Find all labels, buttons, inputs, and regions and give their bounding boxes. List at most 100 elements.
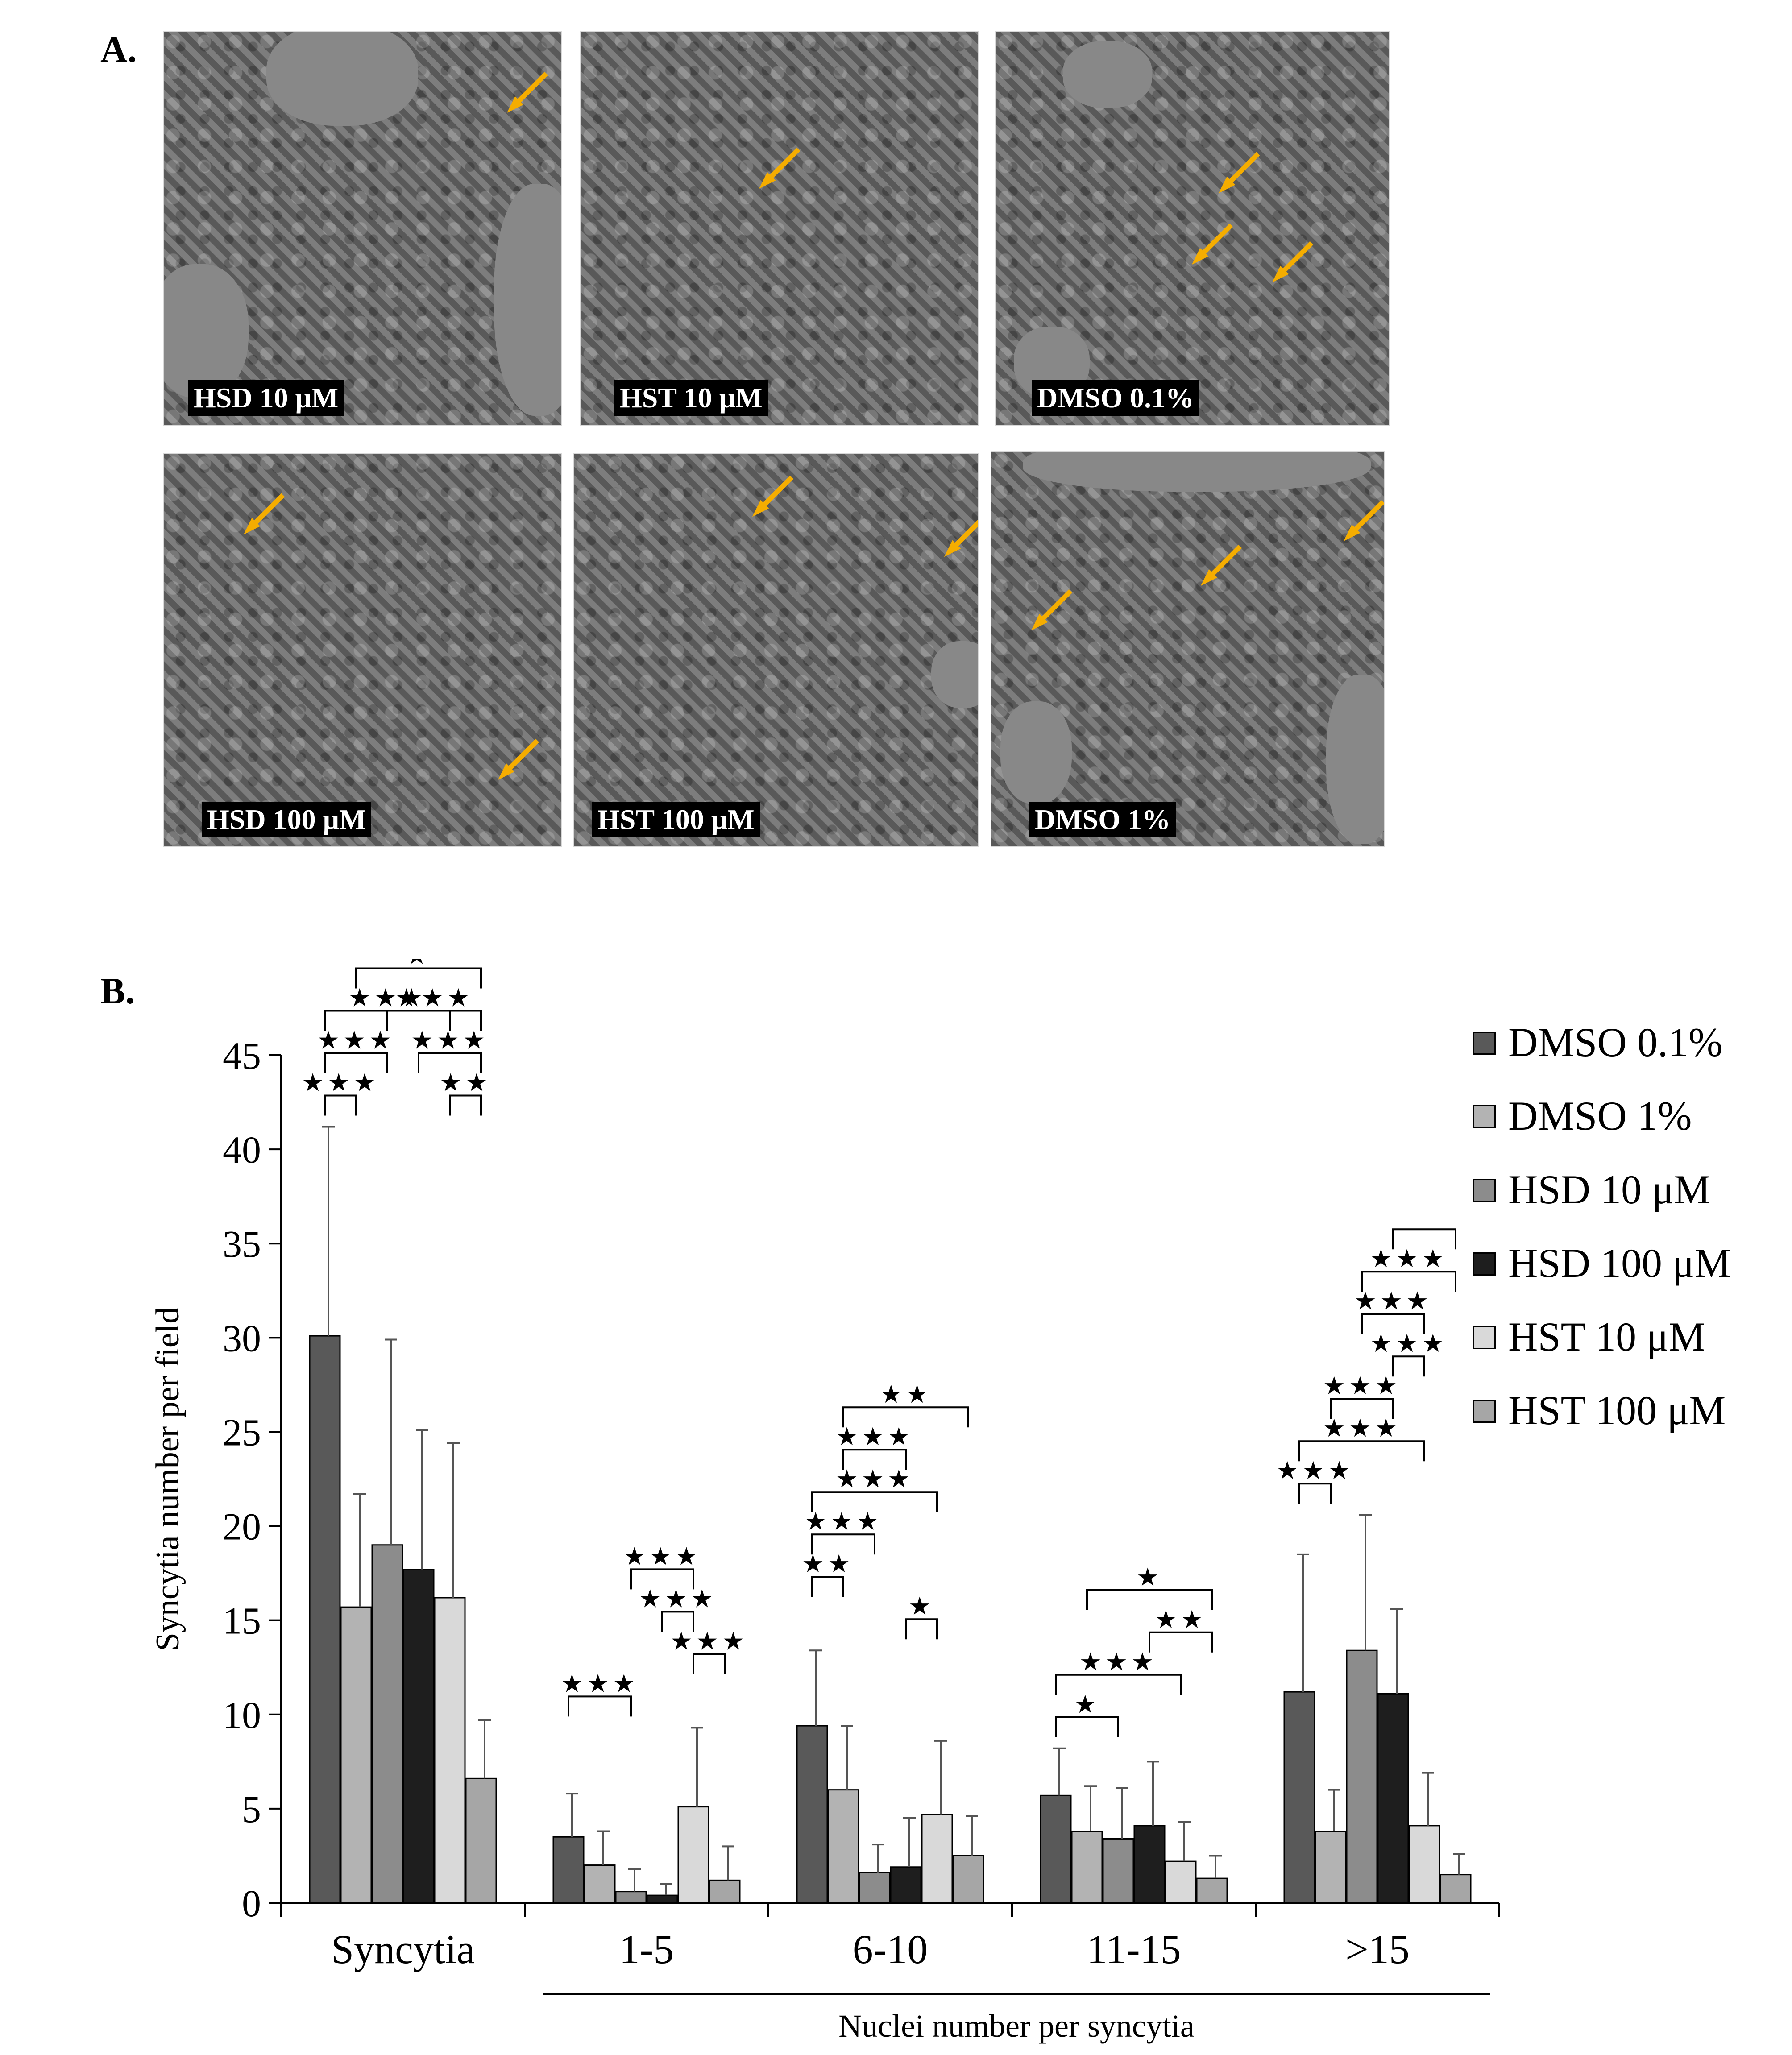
x-category-label: 11-15: [1087, 1927, 1181, 1972]
syncytium-arrow-icon: [1200, 544, 1242, 586]
bar: [1346, 1649, 1378, 1904]
bar: [1196, 1877, 1228, 1904]
x-category-label: 6-10: [853, 1927, 928, 1972]
significance-mark: ★★: [880, 1380, 932, 1409]
legend-swatch: [1473, 1179, 1496, 1202]
legend-label: DMSO 1%: [1508, 1093, 1692, 1139]
legend-label: HST 10 μM: [1508, 1314, 1705, 1359]
cell-free-area: [1326, 675, 1384, 844]
bar: [1283, 1691, 1315, 1904]
significance-bracket: [449, 1094, 482, 1116]
significance-bracket: [1330, 1398, 1394, 1419]
syncytium-arrow-icon: [759, 147, 801, 189]
legend-item: DMSO 1%: [1473, 1093, 1785, 1139]
bar: [677, 1806, 709, 1904]
bar: [890, 1866, 922, 1904]
y-tick-label: 15: [223, 1599, 261, 1642]
cell-free-area: [1063, 41, 1152, 108]
bar: [584, 1864, 616, 1904]
significance-bracket: [568, 1695, 632, 1717]
syncytium-arrow-icon: [243, 493, 285, 535]
bar: [1315, 1831, 1347, 1904]
bar: [952, 1855, 984, 1904]
micrograph-dmso-01: DMSO 0.1%: [995, 31, 1390, 426]
cell-free-area: [164, 264, 249, 398]
legend-swatch: [1473, 1326, 1496, 1349]
significance-mark: ★: [908, 1592, 934, 1621]
significance-mark: ★★★: [805, 1507, 883, 1536]
significance-mark: ★★★: [302, 1068, 380, 1097]
significance-mark: ★★★: [561, 1669, 639, 1698]
legend-item: HST 100 μM: [1473, 1390, 1785, 1431]
cell-free-area: [931, 641, 978, 708]
significance-bracket: [1361, 1313, 1425, 1334]
significance-bracket: [842, 1449, 907, 1470]
significance-bracket: [1149, 1631, 1213, 1653]
significance-mark: ★: [1137, 1563, 1162, 1592]
bar: [1040, 1794, 1072, 1904]
bar: [1071, 1831, 1103, 1904]
significance-mark: ★★★: [1079, 1648, 1157, 1677]
micrograph-label: DMSO 1%: [1029, 802, 1176, 837]
significance-bracket: [1055, 1716, 1119, 1737]
legend-swatch: [1473, 1105, 1496, 1128]
significance-mark: ★★★: [1276, 1456, 1354, 1485]
significance-bracket: [324, 1094, 357, 1116]
significance-mark: ★: [1074, 1690, 1100, 1719]
micrograph-dmso-1: DMSO 1%: [991, 451, 1385, 847]
bar: [709, 1879, 741, 1904]
panel-a-letter: A.: [100, 29, 137, 70]
significance-bracket: [811, 1576, 844, 1597]
y-tick-label: 5: [242, 1788, 261, 1831]
x-category-label: >15: [1345, 1927, 1410, 1972]
cell-free-area: [1000, 701, 1072, 804]
legend-swatch: [1473, 1400, 1496, 1423]
syncytium-arrow-icon: [944, 519, 978, 557]
significance-bracket: [1055, 1674, 1182, 1695]
significance-mark: ★★: [440, 1068, 491, 1097]
significance-bracket: [811, 1491, 938, 1512]
syncytium-arrow-icon: [1191, 223, 1233, 265]
syncytium-arrow-icon: [1272, 241, 1314, 283]
syncytium-arrow-icon: [1031, 589, 1073, 631]
bar: [646, 1894, 678, 1904]
bar: [465, 1777, 497, 1904]
y-tick-label: 40: [223, 1128, 261, 1171]
bar: [371, 1544, 403, 1904]
y-tick-label: 20: [223, 1505, 261, 1548]
cell-free-area: [494, 184, 561, 416]
micrograph-label: HST 10 μM: [614, 380, 768, 416]
x-axis-label: Nuclei number per syncytia: [838, 2008, 1195, 2044]
bar: [796, 1725, 828, 1904]
legend-item: HSD 10 μM: [1473, 1169, 1785, 1210]
significance-bracket: [811, 1533, 875, 1555]
significance-bracket: [693, 1653, 726, 1674]
significance-mark: ★★★: [639, 1584, 717, 1613]
significance-bracket: [630, 1568, 694, 1590]
micrograph-label: HSD 10 μM: [188, 380, 344, 416]
significance-bracket: [355, 967, 482, 989]
bar: [859, 1872, 891, 1904]
bar: [552, 1836, 585, 1904]
bar: [402, 1569, 435, 1904]
micrograph-hsd-10: HSD 10 μM: [163, 31, 562, 426]
significance-mark: ★★★: [836, 1422, 914, 1451]
bar: [309, 1335, 341, 1904]
significance-mark: ★★★: [1323, 1414, 1401, 1443]
significance-mark: ★★★: [348, 983, 427, 1012]
significance-bracket: [661, 1611, 694, 1632]
bar: [1165, 1860, 1197, 1904]
significance-mark: ★★: [1155, 1605, 1207, 1634]
micrograph-hst-10: HST 10 μM: [580, 31, 979, 426]
legend-label: HSD 100 μM: [1508, 1240, 1731, 1286]
y-tick-label: 0: [242, 1882, 261, 1925]
significance-mark: ★★★: [395, 983, 473, 1012]
significance-bracket: [1298, 1440, 1425, 1462]
y-tick-label: 45: [223, 1034, 261, 1077]
micrograph-hsd-100: HSD 100 μM: [163, 453, 562, 847]
x-category-label: Syncytia: [331, 1927, 475, 1972]
legend-item: HST 10 μM: [1473, 1314, 1785, 1359]
significance-mark: ★★★: [623, 1542, 701, 1571]
micrograph-label: HST 100 μM: [592, 802, 760, 837]
significance-bracket: [842, 1406, 969, 1428]
